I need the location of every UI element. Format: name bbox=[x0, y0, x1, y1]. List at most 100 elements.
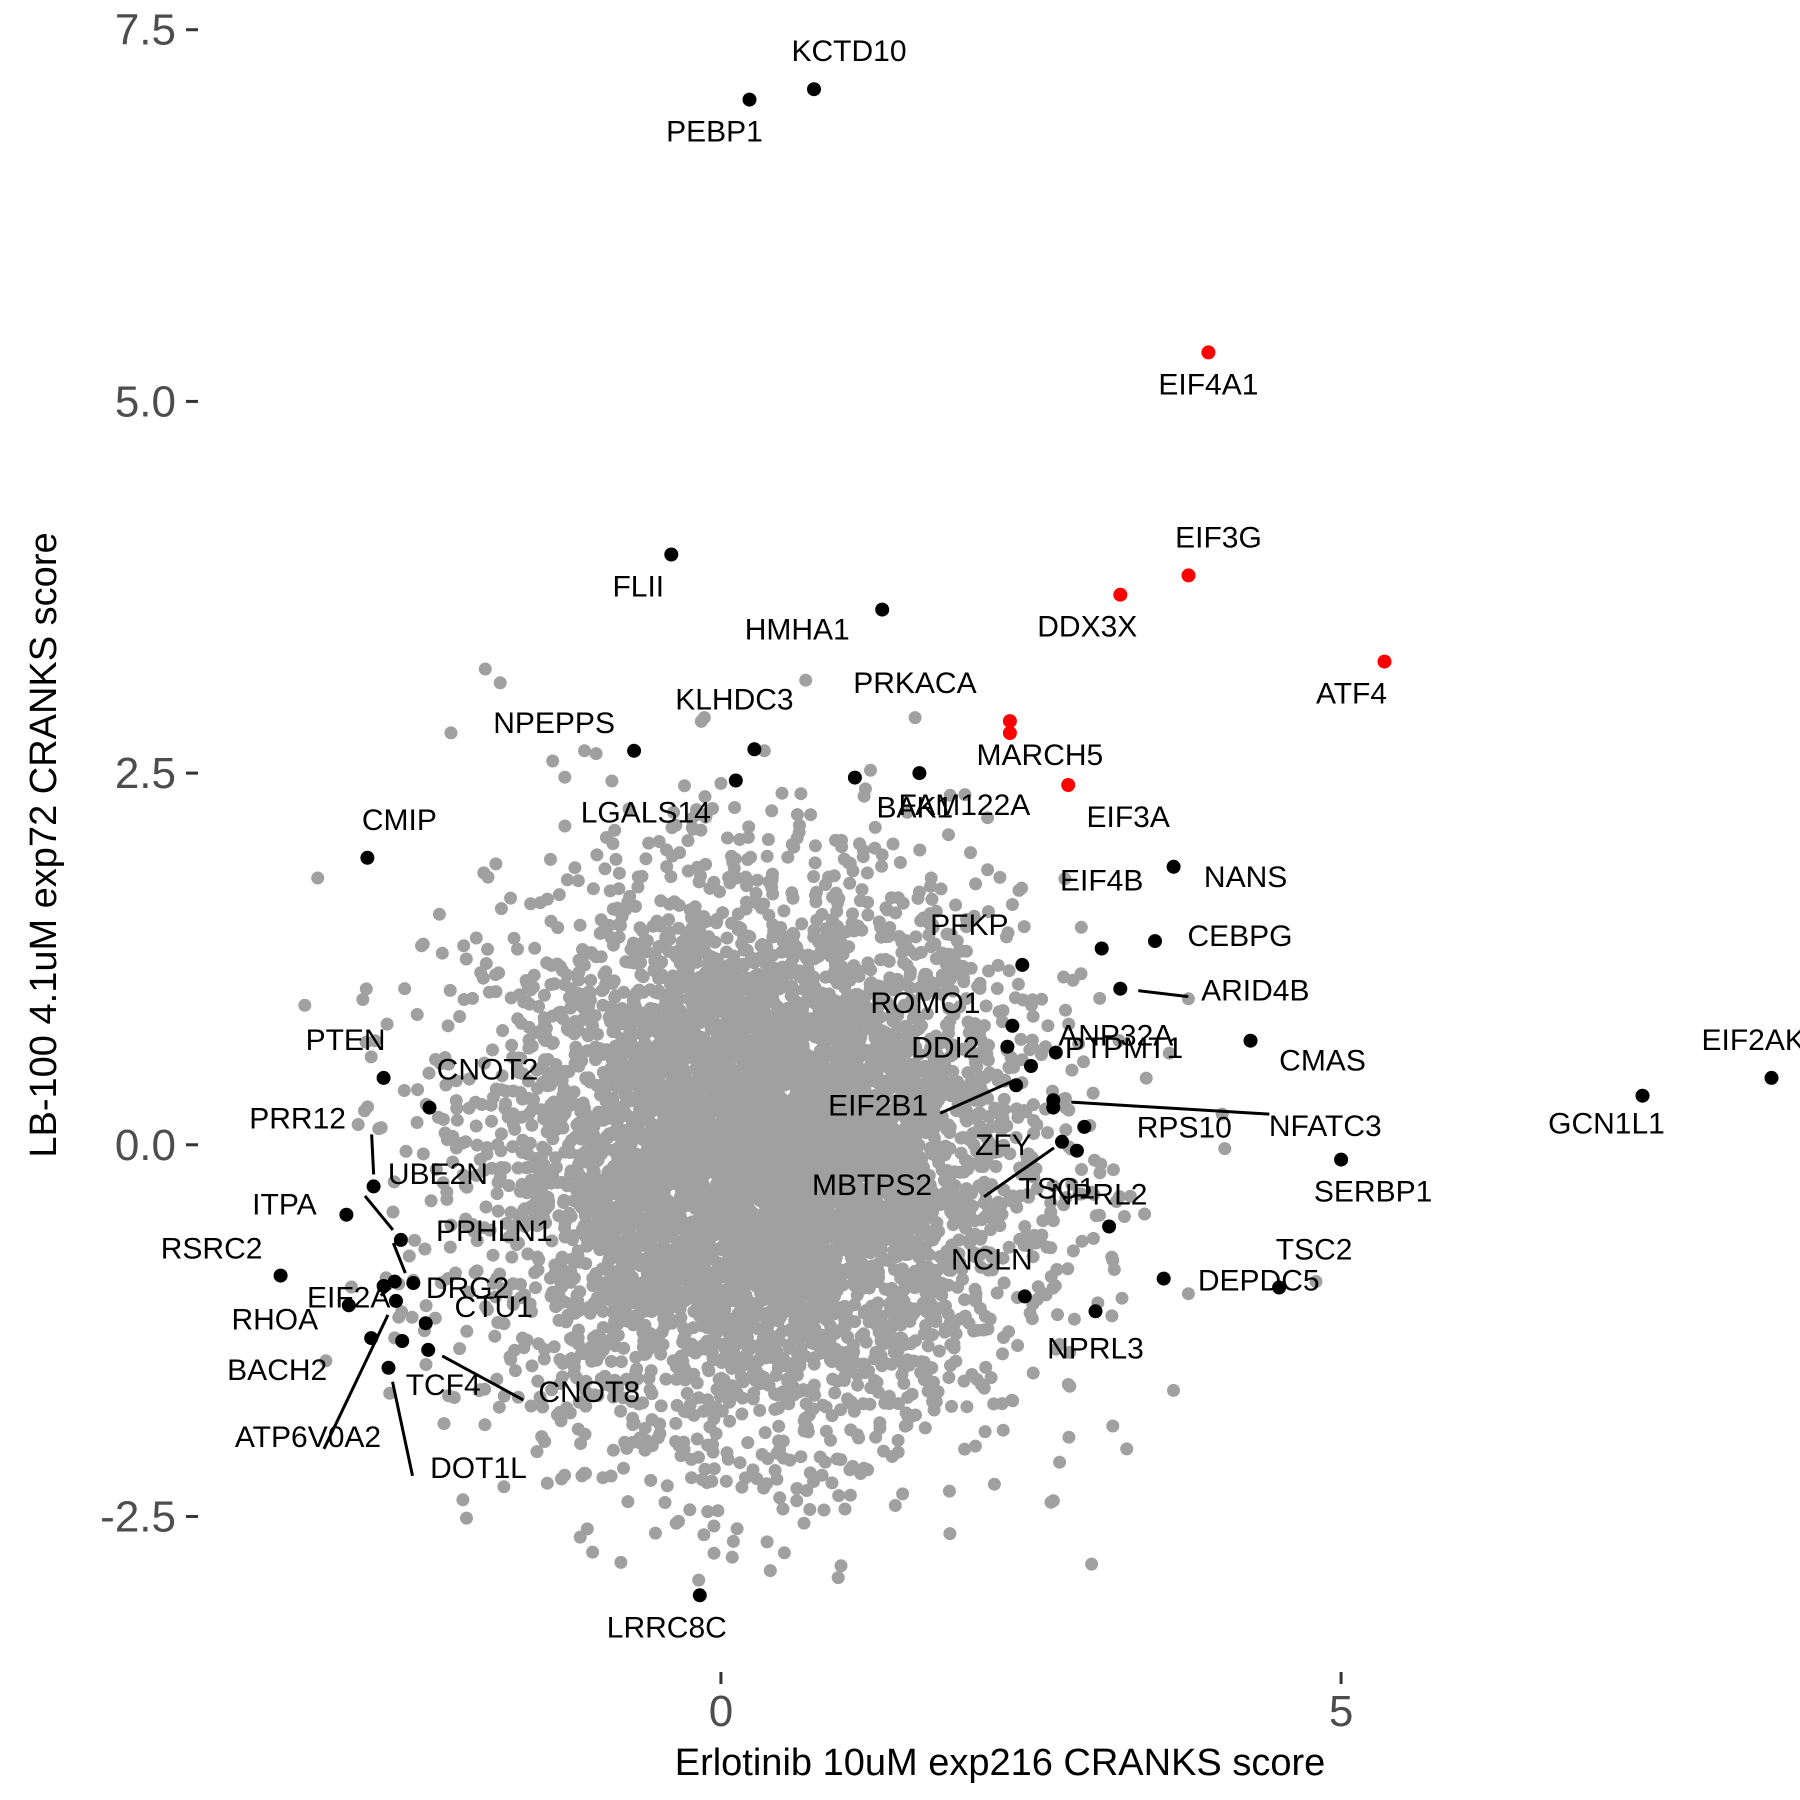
background-point bbox=[450, 1113, 464, 1127]
background-point bbox=[359, 1035, 373, 1049]
background-point bbox=[648, 1526, 662, 1540]
background-point bbox=[556, 1092, 570, 1106]
background-point bbox=[1059, 1191, 1073, 1205]
background-point bbox=[697, 1121, 711, 1135]
background-point bbox=[938, 1059, 952, 1073]
background-point bbox=[638, 1421, 652, 1435]
background-point bbox=[997, 1276, 1011, 1290]
background-point bbox=[790, 808, 804, 822]
background-point bbox=[419, 1299, 433, 1313]
background-point bbox=[652, 835, 666, 848]
background-point bbox=[846, 907, 859, 921]
background-point bbox=[1075, 1234, 1089, 1248]
background-point bbox=[458, 1178, 472, 1192]
background-point bbox=[861, 908, 875, 922]
background-point bbox=[572, 953, 586, 967]
background-point bbox=[418, 1242, 432, 1256]
background-point bbox=[929, 904, 943, 918]
background-point bbox=[956, 1272, 969, 1286]
background-point bbox=[886, 1250, 900, 1264]
background-point bbox=[968, 1439, 982, 1453]
background-point bbox=[533, 1390, 547, 1404]
background-point bbox=[952, 944, 966, 958]
background-point bbox=[449, 1094, 463, 1108]
background-point bbox=[504, 891, 518, 905]
background-point bbox=[551, 921, 565, 935]
background-point bbox=[549, 1151, 562, 1165]
background-point bbox=[573, 918, 587, 932]
background-point bbox=[584, 973, 598, 987]
background-point bbox=[553, 1353, 567, 1366]
background-point bbox=[319, 1354, 333, 1368]
background-point bbox=[531, 1081, 544, 1095]
background-point bbox=[460, 1324, 474, 1338]
background-point bbox=[742, 820, 756, 834]
background-point bbox=[622, 1262, 636, 1276]
background-point bbox=[808, 856, 822, 870]
background-point bbox=[446, 1155, 460, 1169]
background-points bbox=[298, 662, 1323, 1587]
background-point bbox=[784, 967, 798, 980]
background-point bbox=[567, 1229, 581, 1243]
background-point bbox=[897, 956, 911, 970]
background-point bbox=[764, 1304, 778, 1318]
background-point bbox=[512, 1051, 526, 1065]
background-point bbox=[489, 857, 503, 871]
background-point bbox=[942, 1278, 956, 1292]
background-point bbox=[883, 971, 897, 985]
background-point bbox=[795, 917, 809, 931]
background-point bbox=[828, 1386, 842, 1400]
background-point bbox=[605, 774, 619, 788]
background-point bbox=[855, 1329, 869, 1343]
background-point bbox=[790, 1482, 804, 1495]
background-point bbox=[716, 906, 730, 920]
background-point bbox=[1063, 1379, 1077, 1393]
background-point bbox=[895, 1368, 909, 1382]
background-point bbox=[469, 1119, 483, 1133]
background-point bbox=[511, 942, 524, 956]
background-point bbox=[843, 876, 857, 890]
background-point bbox=[596, 1333, 610, 1347]
background-point bbox=[945, 1399, 958, 1413]
background-point bbox=[912, 1047, 926, 1061]
background-point bbox=[531, 1374, 545, 1388]
background-point bbox=[745, 1034, 759, 1048]
background-point bbox=[568, 861, 582, 875]
background-point bbox=[1026, 1366, 1040, 1380]
background-point bbox=[1106, 1419, 1120, 1433]
background-point bbox=[525, 1305, 538, 1319]
background-point bbox=[364, 1050, 378, 1064]
background-point bbox=[970, 1144, 984, 1158]
background-point bbox=[1162, 1046, 1176, 1060]
background-point bbox=[1011, 1339, 1025, 1352]
background-point bbox=[545, 1234, 559, 1248]
background-point bbox=[505, 1038, 519, 1052]
background-point bbox=[424, 1194, 438, 1208]
background-point bbox=[410, 1008, 424, 1021]
background-point bbox=[1039, 1040, 1052, 1054]
background-point bbox=[798, 1304, 812, 1318]
background-point bbox=[698, 1462, 712, 1476]
background-point bbox=[777, 1546, 791, 1560]
background-point bbox=[488, 1329, 502, 1343]
background-point bbox=[924, 879, 937, 893]
background-point bbox=[873, 1054, 887, 1068]
background-point bbox=[1061, 1262, 1075, 1276]
background-point bbox=[914, 1366, 928, 1379]
background-point bbox=[614, 919, 627, 932]
background-point bbox=[773, 1491, 787, 1505]
background-point bbox=[558, 770, 572, 784]
background-point bbox=[947, 1341, 961, 1355]
background-point bbox=[665, 821, 679, 835]
background-point bbox=[973, 1302, 987, 1315]
background-point bbox=[614, 1555, 628, 1569]
background-point bbox=[711, 1504, 725, 1518]
background-point bbox=[1063, 1345, 1077, 1359]
background-point bbox=[480, 1303, 494, 1317]
background-point bbox=[882, 1389, 896, 1403]
background-point bbox=[896, 1487, 910, 1501]
background-point bbox=[622, 1147, 636, 1161]
background-point bbox=[1138, 1207, 1152, 1221]
background-point bbox=[719, 1474, 733, 1488]
background-point bbox=[970, 1373, 984, 1386]
